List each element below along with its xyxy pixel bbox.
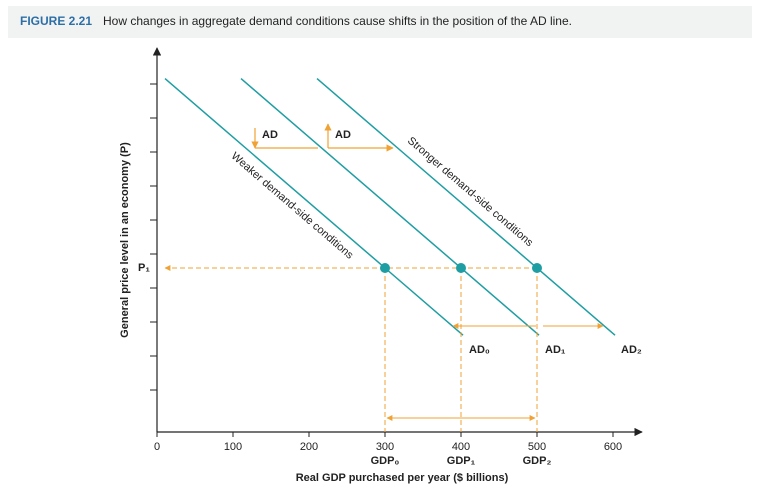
x-axis-label: Real GDP purchased per year ($ billions) (296, 472, 509, 484)
weaker-annotation: Weaker demand-side conditions (229, 150, 356, 262)
stronger-annotation: Stronger demand-side conditions (405, 135, 536, 250)
x-tick-label: 400 (452, 441, 470, 453)
y-axis-label: General price level in an economy (P) (119, 142, 131, 338)
figure-title: How changes in aggregate demand conditio… (103, 14, 572, 28)
shift-down-label: AD (262, 129, 278, 141)
gdp-label: GDP₂ (523, 455, 552, 467)
x-tick-label: 100 (224, 441, 242, 453)
gdp-label: GDP₀ (371, 455, 400, 467)
header-band (8, 6, 752, 38)
equilibrium-point (456, 263, 466, 273)
equilibrium-point (380, 263, 390, 273)
x-tick-label: 0 (154, 441, 160, 453)
gdp-label: GDP₁ (447, 455, 476, 467)
price-label: P₁ (138, 262, 150, 274)
x-tick-label: 500 (528, 441, 546, 453)
ad-label: AD₂ (621, 344, 642, 356)
ad-line (316, 78, 616, 336)
x-tick-label: 600 (604, 441, 622, 453)
figure-label: FIGURE 2.21 (20, 14, 92, 28)
ad-line (240, 78, 540, 336)
y-axis-ticks (150, 83, 157, 391)
ad-label: AD₀ (469, 344, 490, 356)
equilibrium-point (532, 263, 542, 273)
ad-line (164, 78, 464, 336)
shift-up-label: AD (335, 129, 351, 141)
x-tick-label: 300 (376, 441, 394, 453)
x-tick-label: 200 (300, 441, 318, 453)
shift-legend-arrows (251, 123, 394, 152)
ad-label: AD₁ (545, 344, 566, 356)
